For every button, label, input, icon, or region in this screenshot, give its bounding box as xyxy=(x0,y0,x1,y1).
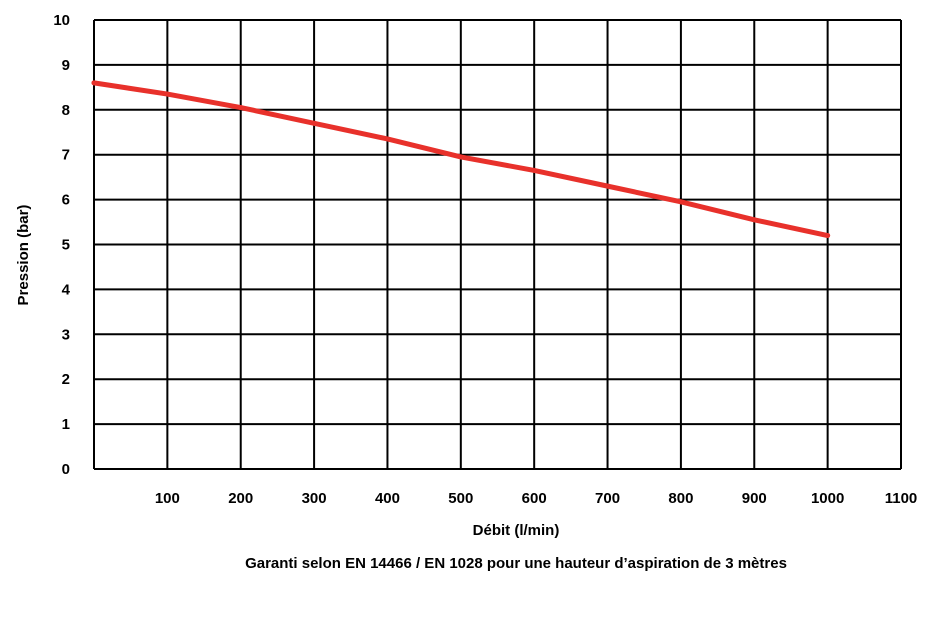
y-tick-label: 8 xyxy=(62,102,70,119)
data-point xyxy=(384,136,390,142)
x-tick-label: 900 xyxy=(742,490,767,507)
chart-caption: Garanti selon EN 14466 / EN 1028 pour un… xyxy=(245,555,787,572)
data-point xyxy=(605,183,611,189)
x-tick-label: 500 xyxy=(448,490,473,507)
y-tick-label: 4 xyxy=(62,281,71,298)
x-tick-label: 1100 xyxy=(885,490,918,507)
chart-plot-area xyxy=(91,80,831,239)
y-axis-label: Pression (bar) xyxy=(15,205,32,306)
y-tick-label: 3 xyxy=(62,326,70,343)
data-point xyxy=(91,80,97,86)
data-point xyxy=(825,233,831,239)
x-axis-label: Débit (l/min) xyxy=(473,522,560,539)
y-tick-label: 9 xyxy=(62,57,70,74)
y-tick-label: 1 xyxy=(62,416,70,433)
y-tick-label: 7 xyxy=(62,147,70,164)
y-tick-label: 10 xyxy=(53,12,70,29)
y-tick-label: 0 xyxy=(62,461,70,478)
y-tick-label: 6 xyxy=(62,192,70,209)
data-point xyxy=(751,217,757,223)
x-axis-ticks: 100 200 300 400 500 600 700 800 900 1000 1100 xyxy=(155,490,917,507)
x-tick-label: 100 xyxy=(155,490,180,507)
data-point xyxy=(678,199,684,205)
y-axis-ticks: 0 1 2 3 4 5 6 7 8 9 10 xyxy=(53,12,70,478)
x-tick-label: 800 xyxy=(668,490,693,507)
data-point xyxy=(531,167,537,173)
x-tick-label: 700 xyxy=(595,490,620,507)
chart-grid xyxy=(93,19,902,470)
y-tick-label: 5 xyxy=(62,237,70,254)
x-tick-label: 200 xyxy=(228,490,253,507)
data-point xyxy=(238,105,244,111)
data-point xyxy=(458,154,464,160)
x-tick-label: 400 xyxy=(375,490,400,507)
x-tick-label: 300 xyxy=(302,490,327,507)
y-tick-label: 2 xyxy=(62,371,70,388)
data-point xyxy=(164,91,170,97)
data-point xyxy=(311,120,317,126)
x-tick-label: 600 xyxy=(522,490,547,507)
x-tick-label: 1000 xyxy=(811,490,844,507)
